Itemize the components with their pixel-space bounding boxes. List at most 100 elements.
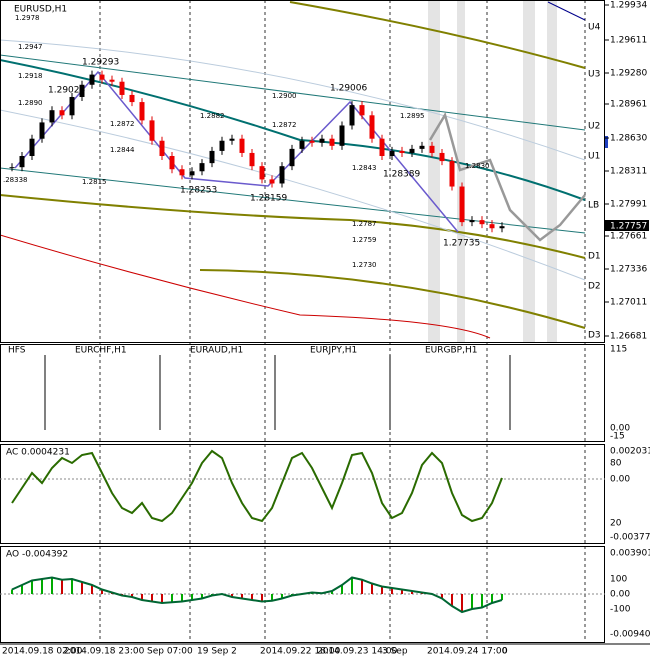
price-tick-label: 1.29934 (610, 1, 647, 11)
ao-label: AO -0.004392 (6, 550, 68, 560)
candle-body (219, 140, 225, 151)
candle-body (9, 167, 15, 169)
candle-body (149, 120, 155, 141)
price-tick-label: 1.27991 (610, 200, 647, 210)
hfs-tick-label: 115 (610, 345, 627, 355)
ao-tick-label: -0.009402 (610, 630, 650, 640)
candle-body (449, 161, 455, 187)
session-bands (428, 0, 557, 342)
candle-body (249, 152, 255, 167)
symbol-title: EURUSD,H1 (14, 5, 67, 15)
level-label: U4 (588, 23, 601, 33)
candle-body (479, 220, 485, 225)
price-annotation: 1.29026 (48, 86, 85, 96)
price-annotation: 1.2830 (465, 162, 490, 170)
price-tick-label: 1.28311 (610, 167, 647, 177)
price-tick-label: 1.28630 (610, 134, 647, 144)
candle-body (199, 163, 205, 172)
candle-body (129, 94, 135, 103)
price-annotation: 1.2890 (18, 99, 43, 107)
candle-body (269, 179, 275, 184)
hfs-tick-label: 0.00 (610, 424, 630, 434)
price-annotation: 1.2918 (18, 72, 43, 80)
ac-tick-label: 80 (610, 459, 622, 469)
candle-body (229, 138, 235, 141)
price-annotation: 1.2900 (272, 92, 297, 100)
candle-body (499, 226, 505, 229)
candle-body (299, 140, 305, 149)
price-annotation: 1.27735 (443, 239, 480, 249)
candle-body (259, 166, 265, 180)
hfs-symbol: EURCHF,H1 (75, 346, 127, 356)
candle-body (119, 81, 125, 95)
candle-body (339, 125, 345, 146)
candle-body (49, 110, 55, 123)
stoch-line (11, 449, 503, 523)
hfs-symbol: EURGBP,H1 (425, 346, 477, 356)
price-annotation: 1.2872 (110, 120, 135, 128)
ao-tick-label: 0.00 (610, 590, 630, 600)
candle-body (439, 152, 445, 162)
candles (9, 70, 505, 233)
time-label: 2014.09.18 23:00 (64, 647, 145, 657)
candle-body (279, 166, 285, 184)
level-label: U2 (588, 122, 600, 132)
ao-line (11, 576, 503, 614)
price-annotation: 1.29293 (82, 58, 119, 68)
time-label: 3 Sep (382, 647, 408, 657)
time-label: 0 (502, 647, 508, 657)
candle-body (139, 102, 145, 121)
price-annotation: 1.28159 (250, 194, 287, 204)
price-tick-label: 1.28961 (610, 100, 647, 110)
ao-tick-label: 100 (610, 575, 627, 585)
price-annotation: 1.28253 (180, 186, 217, 196)
price-annotation: 1.2730 (352, 261, 377, 269)
price-annotation: 1.2815 (82, 178, 107, 186)
time-label: 2014.09.24 17:00 (427, 647, 508, 657)
price-annotation: .28338 (3, 176, 28, 184)
candle-body (239, 138, 245, 153)
price-annotation: 1.2787 (352, 220, 377, 228)
ac-label: AC 0.0004231 (6, 448, 70, 458)
candle-body (379, 138, 385, 157)
level-label: D1 (588, 252, 601, 262)
time-label: 19 Sep 2 (197, 647, 237, 657)
price-annotation: 1.2882 (200, 112, 225, 120)
time-label: 2014.09.22 18:00 (260, 647, 341, 657)
candle-body (319, 138, 325, 143)
price-tick-label: 1.26681 (610, 332, 647, 342)
current-price: 1.27757 (610, 222, 647, 232)
price-tick-label: 1.27336 (610, 265, 647, 275)
candle-body (29, 138, 35, 157)
ac-tick-label: 20 (610, 519, 622, 529)
price-annotation: 1.29006 (330, 84, 367, 94)
price-annotation: 1.2844 (110, 146, 135, 154)
candle-body (359, 105, 365, 116)
candle-body (409, 148, 415, 153)
candle-body (289, 148, 295, 167)
candle-body (419, 145, 425, 149)
level-label: U1 (588, 152, 600, 162)
candle-body (89, 74, 95, 85)
price-tick-label: 1.27011 (610, 298, 647, 308)
candle-body (169, 156, 175, 170)
candle-body (19, 156, 25, 168)
level-label: LB (588, 201, 599, 211)
price-tick-label: 1.29611 (610, 36, 647, 46)
candle-body (399, 150, 405, 153)
candle-body (39, 122, 45, 139)
ac-tick-label: -0.003779 (610, 533, 650, 543)
candle-body (349, 105, 355, 126)
scroll-handle[interactable] (605, 136, 608, 148)
candle-body (99, 74, 105, 80)
candle-body (369, 115, 375, 139)
candle-body (309, 140, 315, 143)
candle-body (59, 110, 65, 116)
level-label: U3 (588, 70, 600, 80)
candle-body (69, 96, 75, 116)
ac-tick-label: 0.002031 (610, 447, 650, 457)
current-price-box (605, 220, 649, 231)
candle-body (469, 220, 475, 223)
